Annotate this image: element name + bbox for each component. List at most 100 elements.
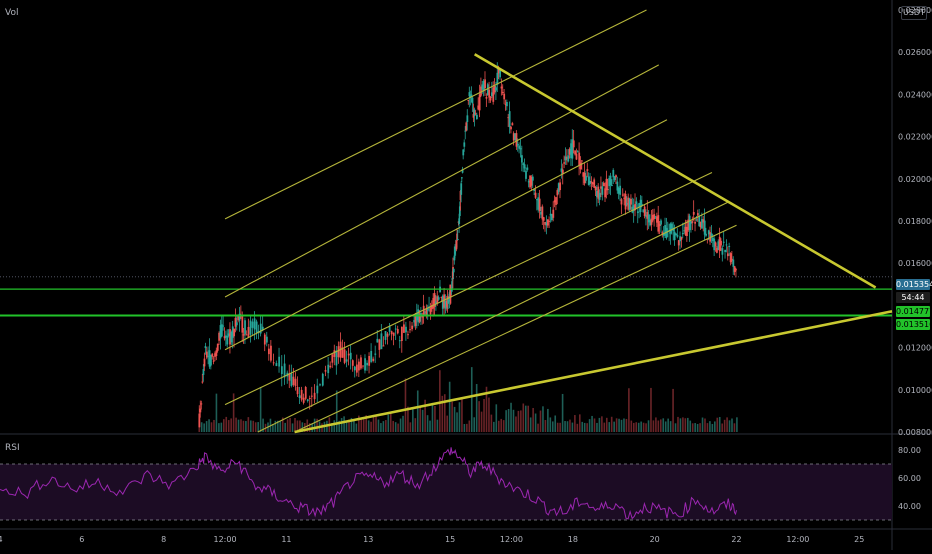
candle-body — [665, 227, 668, 239]
candle-body — [561, 169, 564, 174]
volume-bar — [679, 418, 682, 432]
volume-bar — [218, 423, 220, 432]
candle-body — [586, 169, 589, 171]
level-tag-upper: 0.014777 — [896, 306, 932, 317]
candle-body — [480, 86, 482, 96]
volume-bar — [640, 421, 642, 432]
volume-bar — [338, 420, 340, 432]
x-tick-label: 20 — [650, 535, 660, 544]
candle-body — [508, 111, 511, 128]
volume-bar — [281, 417, 284, 432]
volume-bar — [650, 387, 652, 432]
candle-body — [514, 133, 516, 141]
candle-body — [296, 386, 299, 395]
candle-body — [673, 231, 676, 241]
volume-bar — [667, 418, 669, 432]
volume-bar — [210, 422, 213, 432]
x-tick-label: 22 — [731, 535, 741, 544]
volume-bar — [247, 417, 250, 432]
candle-body — [263, 334, 266, 345]
x-tick-label: 11 — [281, 535, 291, 544]
candle-body — [413, 320, 416, 323]
volume-bar — [669, 421, 672, 432]
candle-body — [231, 326, 234, 338]
candle-body — [609, 175, 612, 186]
candle-body — [545, 222, 548, 226]
candle-body — [702, 219, 705, 223]
volume-bar — [240, 419, 242, 432]
volume-bar — [331, 423, 333, 432]
candle-body — [268, 348, 270, 355]
volume-bar — [387, 414, 390, 432]
volume-bar — [313, 418, 316, 432]
candle-body — [378, 339, 381, 350]
countdown-tag: 54:44 — [896, 292, 930, 303]
candle-body — [409, 329, 411, 331]
candle-body — [694, 221, 697, 224]
volume-bar — [208, 419, 210, 432]
volume-bar — [510, 402, 512, 432]
candle-body — [450, 294, 452, 296]
candle-body — [725, 244, 728, 246]
candle-body — [647, 214, 650, 223]
candle-body — [630, 198, 632, 205]
volume-bar — [647, 420, 650, 432]
candle-body — [585, 175, 587, 181]
volume-bar — [529, 417, 532, 432]
volume-bar — [709, 421, 711, 432]
volume-bar — [274, 420, 277, 432]
candle-body — [470, 94, 473, 96]
candle-body — [643, 206, 646, 217]
volume-bar — [591, 415, 593, 432]
candle-body — [345, 359, 348, 362]
candle-body — [504, 103, 507, 105]
volume-bar — [620, 419, 623, 432]
candle-body — [557, 183, 560, 192]
candle-body — [496, 72, 499, 85]
volume-bar — [370, 421, 372, 432]
candle-body — [608, 178, 611, 187]
candle-body — [613, 176, 616, 180]
candle-body — [555, 197, 557, 205]
candle-body — [620, 199, 623, 205]
volume-bar — [230, 418, 232, 432]
candle-body — [521, 155, 523, 163]
candle-body — [567, 155, 570, 162]
currency-button[interactable]: USDT — [901, 6, 927, 20]
volume-bar — [225, 416, 228, 432]
volume-bar — [608, 422, 611, 432]
candle-body — [731, 258, 733, 261]
candle-body — [477, 105, 480, 110]
volume-bar — [365, 415, 367, 432]
candle-body — [443, 294, 446, 308]
candle-body — [602, 182, 605, 187]
volume-bar — [289, 418, 291, 432]
volume-bar — [434, 406, 436, 432]
candle-body — [407, 334, 409, 336]
candle-body — [259, 323, 262, 334]
volume-bar — [392, 420, 394, 432]
volume-bar — [461, 398, 463, 432]
candle-body — [278, 356, 281, 367]
volume-bar — [404, 378, 407, 432]
volume-bar — [578, 414, 581, 432]
candle-body — [631, 206, 634, 213]
candle-body — [414, 316, 417, 326]
candle-body — [199, 408, 202, 413]
candle-body — [220, 324, 223, 337]
volume-bar — [250, 420, 252, 432]
candle-body — [211, 353, 214, 357]
candle-body — [452, 268, 455, 273]
candle-body — [664, 225, 667, 236]
volume-bar — [426, 415, 429, 432]
x-tick-label: 12:00 — [214, 535, 237, 544]
volume-bar — [581, 421, 584, 432]
volume-bar — [588, 419, 591, 432]
candle-body — [695, 219, 698, 221]
candle-body — [546, 219, 549, 226]
volume-bar — [714, 421, 716, 432]
volume-bar — [522, 403, 525, 432]
candle-body — [418, 313, 421, 322]
